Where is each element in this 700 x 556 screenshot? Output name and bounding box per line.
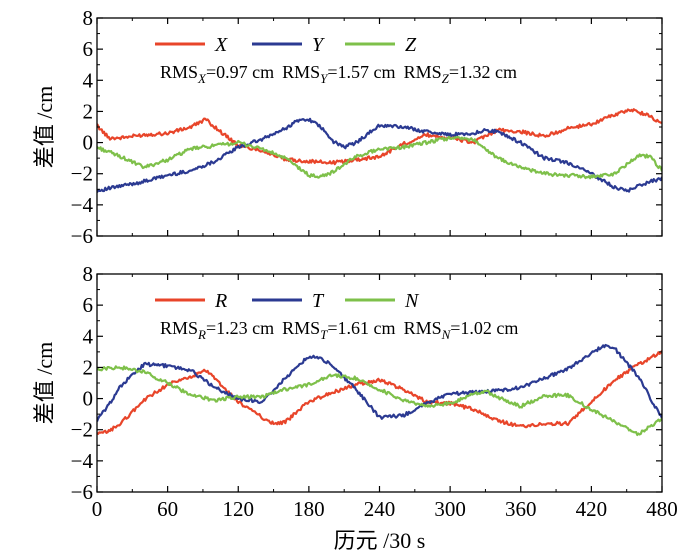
- y-tick-label: −6: [71, 224, 93, 248]
- y-tick-label: 8: [83, 262, 94, 286]
- x-tick-label: 420: [576, 497, 608, 521]
- legend-label-Z: Z: [405, 34, 417, 56]
- y-tick-label: 2: [83, 355, 94, 379]
- y-tick-label: −2: [71, 162, 93, 186]
- series-line-R: [97, 350, 662, 435]
- x-tick-label: 180: [293, 497, 325, 521]
- rms-subscript: X: [197, 71, 207, 86]
- legend-label-N: N: [404, 290, 420, 312]
- series-line-Z: [97, 135, 662, 180]
- legend-label-R: R: [214, 290, 227, 312]
- y-tick-label: −4: [71, 193, 94, 217]
- x-tick-label: 0: [92, 497, 103, 521]
- rms-prefix: RMS: [160, 62, 198, 82]
- rms-value: =1.61 cm: [327, 318, 395, 338]
- y-tick-label: 4: [83, 68, 94, 92]
- x-tick-label: 120: [223, 497, 255, 521]
- rms-stats: RMSX=0.97 cm RMSY=1.57 cm RMSZ=1.32 cm: [160, 62, 517, 86]
- rms-subscript: Y: [320, 71, 329, 86]
- panel-2: −6 −4 −2 0 2 4 6 8 0 60 120 180 240 300 360 420 480 差值 /c…: [32, 262, 678, 553]
- y-tick-label: −2: [71, 418, 93, 442]
- y-axis-label: 差值 /cm: [32, 342, 57, 425]
- series-line-Y: [97, 117, 662, 193]
- y-tick-label: 6: [83, 37, 94, 61]
- y-tick-label: 0: [83, 387, 94, 411]
- y-tick-label: 8: [83, 6, 94, 30]
- rms-subscript: T: [320, 327, 328, 342]
- y-tick-label: 0: [83, 131, 94, 155]
- rms-prefix: RMS: [404, 62, 442, 82]
- legend-label-Y: Y: [312, 34, 325, 56]
- x-tick-label: 240: [364, 497, 396, 521]
- y-axis-label: 差值 /cm: [32, 86, 57, 169]
- y-tick-label: −4: [71, 449, 94, 473]
- y-tick-label: 4: [83, 324, 94, 348]
- rms-value: =1.57 cm: [327, 62, 395, 82]
- x-axis-label: 历元 /30 s: [334, 528, 426, 553]
- rms-value: =0.97 cm: [206, 62, 274, 82]
- rms-value: =1.02 cm: [450, 318, 518, 338]
- y-tick-label: −6: [71, 480, 93, 504]
- x-tick-label: 300: [434, 497, 466, 521]
- x-tick-label: 60: [157, 497, 178, 521]
- x-tick-label: 480: [646, 497, 678, 521]
- rms-value: =1.23 cm: [206, 318, 274, 338]
- legend-label-X: X: [214, 34, 228, 56]
- rms-prefix: RMS: [160, 318, 198, 338]
- rms-stats: RMSR=1.23 cm RMST=1.61 cm RMSN=1.02 cm: [160, 318, 518, 342]
- rms-prefix: RMS: [282, 62, 320, 82]
- y-tick-label: 6: [83, 293, 94, 317]
- series-line-T: [97, 343, 662, 422]
- rms-value: =1.32 cm: [449, 62, 517, 82]
- series-line-N: [97, 365, 662, 437]
- series-line-X: [97, 108, 662, 166]
- rms-subscript: R: [197, 327, 206, 342]
- rms-prefix: RMS: [404, 318, 442, 338]
- y-tick-label: 2: [83, 99, 94, 123]
- legend-label-T: T: [312, 290, 325, 312]
- rms-subscript: Z: [442, 71, 450, 86]
- plot-frame: [96, 273, 663, 493]
- x-tick-label: 360: [505, 497, 537, 521]
- rms-subscript: N: [441, 327, 452, 342]
- rms-prefix: RMS: [282, 318, 320, 338]
